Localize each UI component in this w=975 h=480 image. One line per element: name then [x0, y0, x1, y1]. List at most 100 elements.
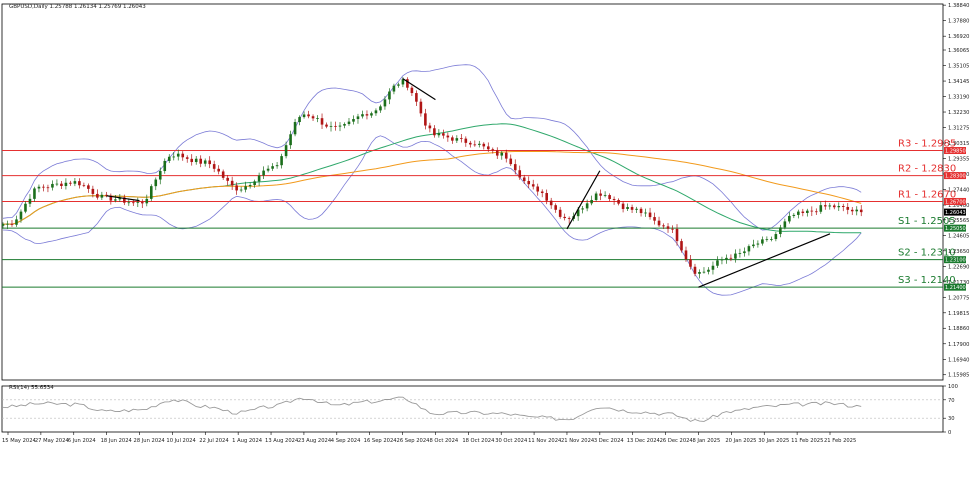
candle-body [82, 185, 86, 187]
candle-body [698, 272, 701, 274]
main-frame [1, 3, 944, 381]
candle-body [653, 217, 656, 221]
x-tick-label: 10 Jul 2024 [166, 438, 196, 444]
candle-body [28, 198, 32, 204]
candle-body [392, 85, 396, 92]
candle-body [271, 166, 274, 169]
candle-body [190, 158, 194, 163]
candle-body [464, 138, 468, 143]
y-tick-label: 1.38840 [948, 3, 969, 9]
candle-body [123, 197, 126, 203]
trendline [566, 170, 601, 230]
x-tick-label: 21 Feb 2025 [824, 438, 856, 444]
y-tick-label: 1.26480 [948, 203, 969, 209]
candle-body [69, 182, 72, 184]
candle-body [284, 145, 288, 157]
bollinger-lower-line [2, 135, 862, 296]
candle-body [406, 79, 409, 88]
candle-body [513, 164, 517, 171]
level-price-tag [944, 147, 966, 155]
last-price-text: 1.26043 [945, 210, 966, 216]
candle-body [15, 219, 18, 225]
candle-body [509, 158, 513, 165]
x-tick-label: 4 Sep 2024 [331, 438, 361, 444]
candle-body [621, 203, 625, 209]
candle-body [73, 181, 77, 184]
x-tick-label: 22 Jul 2024 [199, 438, 229, 444]
candle-body [433, 128, 436, 136]
x-tick-label: 26 Sep 2024 [397, 438, 431, 444]
candle-body [239, 189, 243, 191]
candle-body [302, 114, 306, 118]
candle-body [522, 177, 526, 181]
level-price-tag [944, 197, 966, 205]
ma-slow-line [2, 151, 862, 225]
candle-body [725, 257, 728, 260]
candle-body [96, 193, 99, 198]
candle-body [428, 125, 432, 129]
candle-body [311, 116, 315, 119]
candle-body [720, 259, 724, 261]
x-tick-label: 18 Oct 2024 [462, 438, 495, 444]
candle-body [693, 266, 697, 274]
last-price-tag [944, 208, 966, 216]
trendline [402, 78, 436, 101]
level-label: R2 - 1.2830 [898, 164, 956, 175]
candle-body [361, 114, 364, 117]
rsi-y-tick-label: 0 [948, 430, 951, 436]
candle-body [729, 257, 733, 259]
candle-body [275, 165, 279, 167]
candle-body [397, 84, 400, 86]
candle-body [24, 203, 27, 212]
y-tick-label: 1.17900 [948, 342, 969, 348]
candle-body [531, 184, 535, 187]
candle-body [662, 225, 665, 227]
candle-body [711, 265, 715, 270]
candle-body [626, 207, 629, 209]
candle-body [248, 184, 252, 187]
y-tick-label: 1.35105 [948, 64, 969, 70]
candle-body [608, 195, 611, 200]
candle-body [118, 197, 122, 200]
candle-body [846, 206, 850, 210]
candle-body [815, 211, 818, 213]
x-tick-label: 18 Jun 2024 [101, 438, 133, 444]
candle-body [792, 214, 796, 216]
y-tick-label: 1.31275 [948, 125, 969, 131]
x-tick-label: 15 May 2024 [2, 438, 37, 444]
candle-body [500, 152, 504, 156]
candle-body [680, 241, 683, 251]
candle-body [451, 137, 454, 141]
candle-body [828, 205, 832, 207]
rsi-y-tick-label: 100 [948, 384, 958, 390]
candle-body [603, 195, 607, 196]
candle-body [576, 209, 580, 217]
x-tick-label: 13 Aug 2024 [265, 438, 299, 444]
candle-body [374, 110, 378, 114]
candle-body [410, 87, 414, 94]
y-tick-label: 1.27440 [948, 187, 969, 193]
candle-body [527, 180, 531, 185]
level-price-tag [944, 224, 966, 232]
x-tick-label: 27 May 2024 [35, 438, 70, 444]
y-tick-label: 1.22690 [948, 264, 969, 270]
rsi-y-tick-label: 30 [948, 416, 955, 422]
candle-body [55, 183, 59, 185]
candle-body [675, 228, 679, 242]
y-tick-label: 1.36065 [948, 48, 969, 54]
candle-body [477, 143, 481, 145]
candle-body [797, 211, 800, 215]
candle-body [212, 164, 216, 169]
candle-body [855, 209, 859, 212]
candle-body [671, 228, 674, 230]
y-tick-label: 1.33190 [948, 95, 969, 101]
candle-body [388, 91, 391, 100]
candle-body [64, 182, 68, 186]
candle-body [707, 269, 710, 272]
candle-body [253, 181, 256, 185]
candle-body [91, 188, 95, 194]
candle-body [590, 199, 593, 204]
candle-body [788, 215, 791, 222]
candle-body [558, 209, 562, 217]
candle-body [482, 143, 486, 147]
